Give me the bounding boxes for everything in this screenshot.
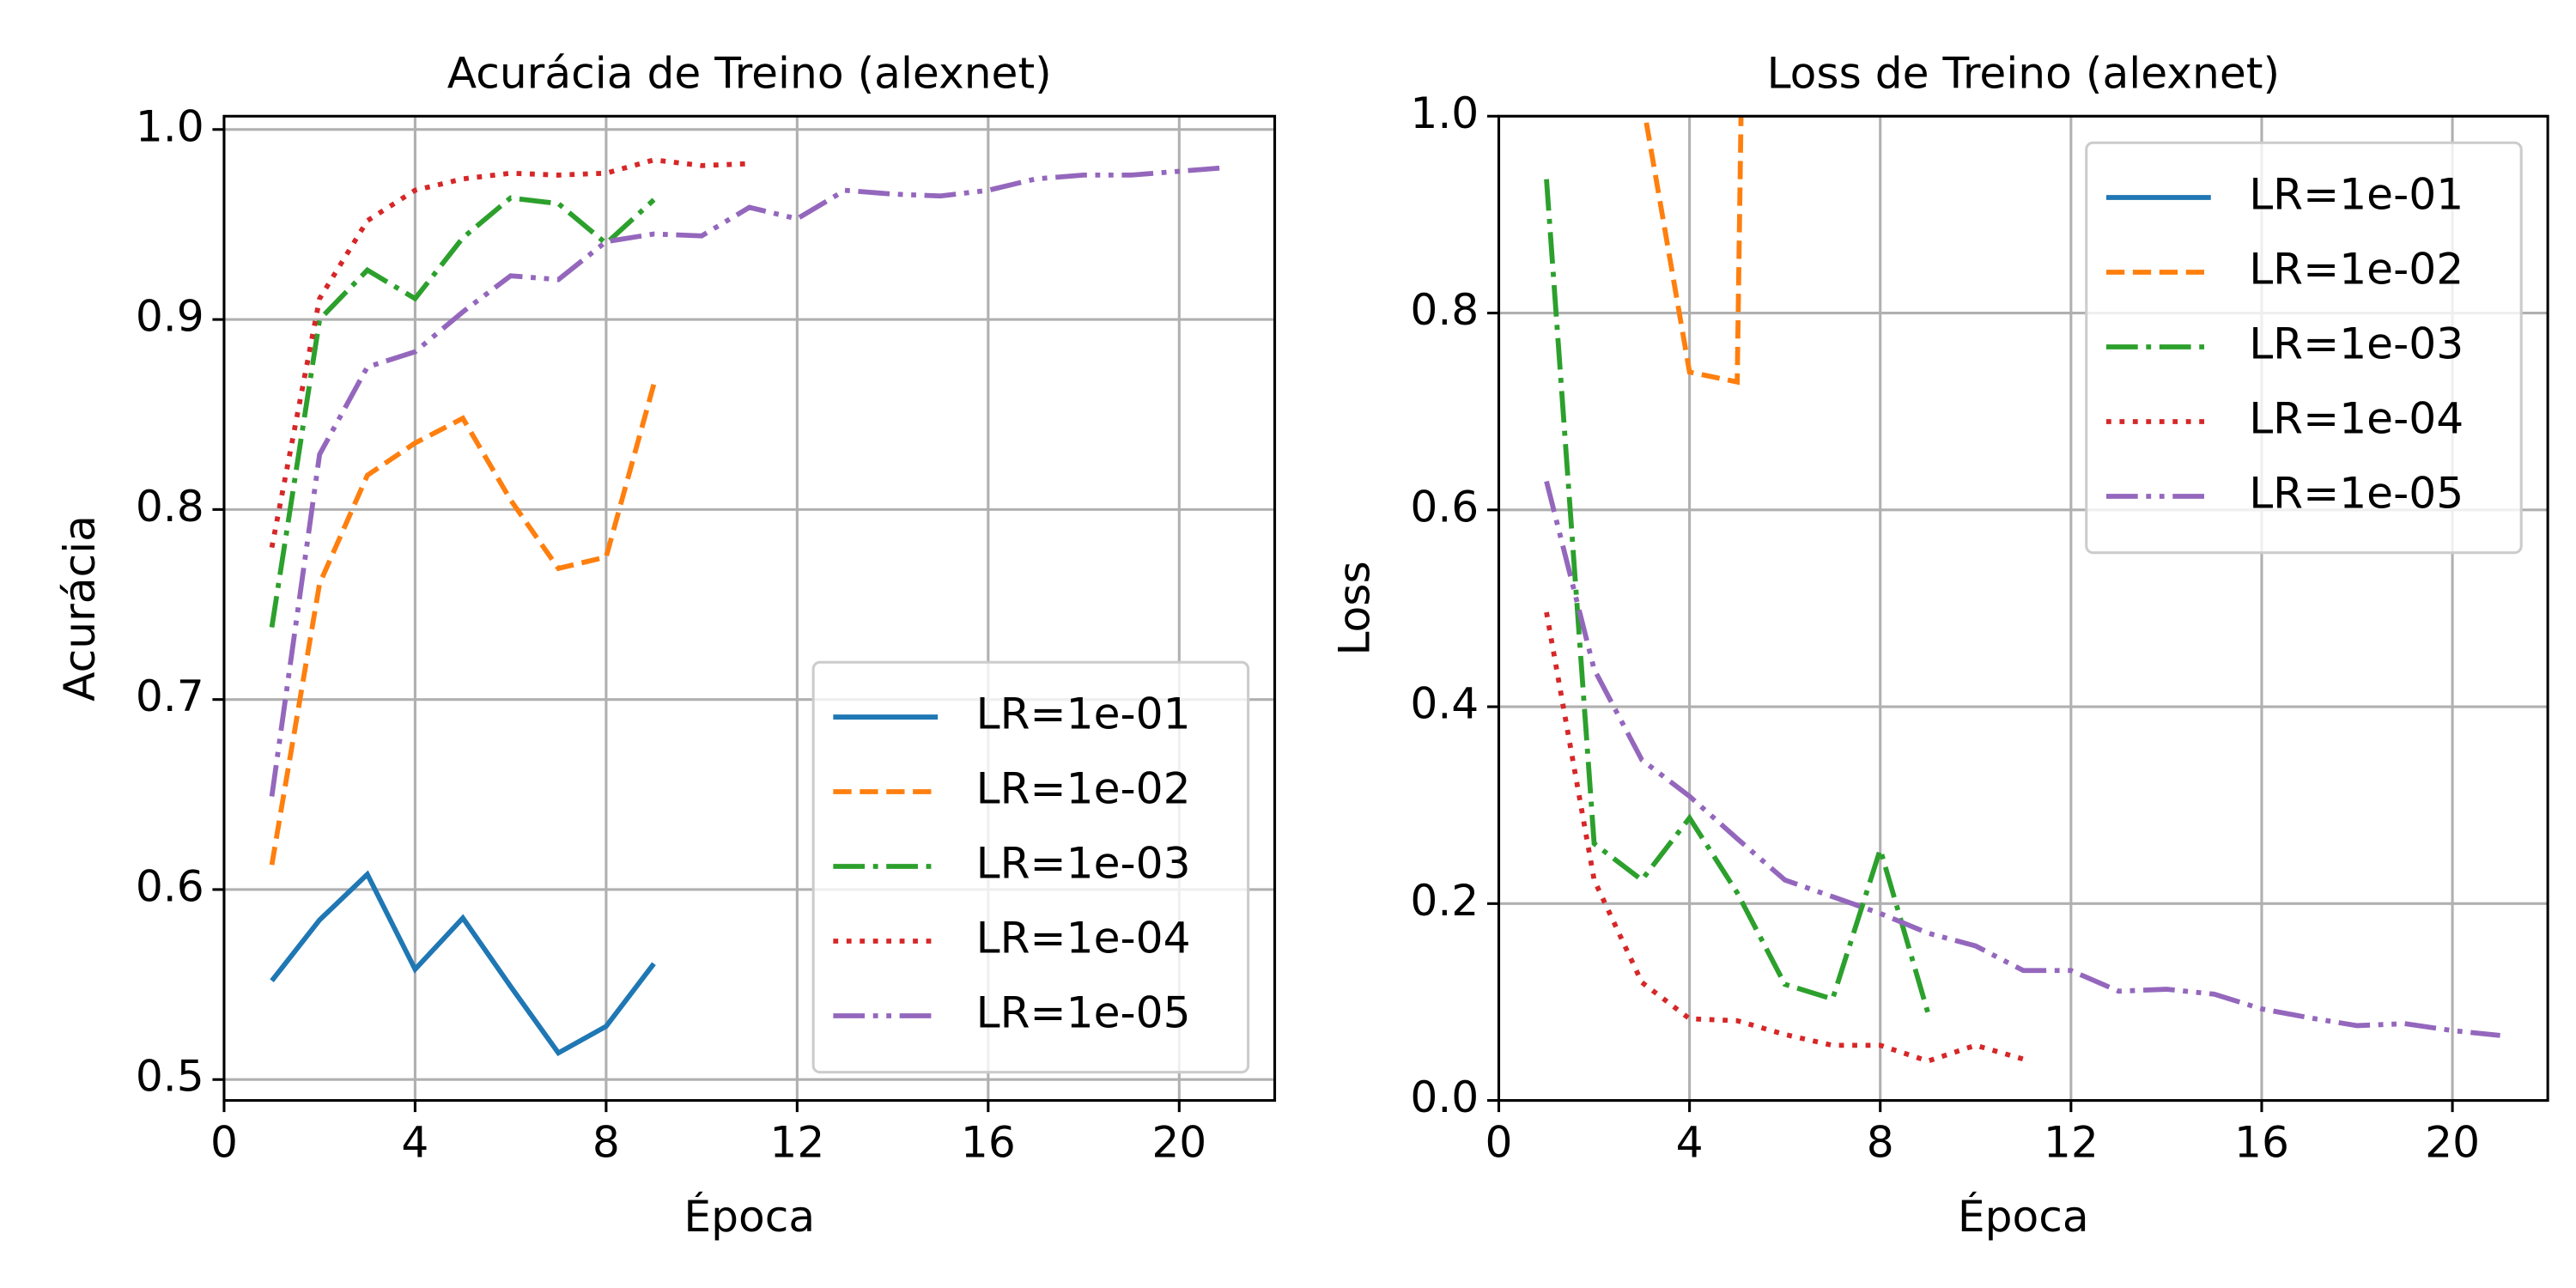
y-tick-label: 0.5 — [136, 1051, 204, 1102]
y-tick-label: 0.4 — [1410, 678, 1479, 729]
y-tick-label: 0.2 — [1410, 875, 1479, 926]
chart-title: Acurácia de Treino (alexnet) — [447, 47, 1052, 98]
legend-box — [2085, 141, 2523, 555]
legend-label: LR=1e-05 — [2249, 467, 2464, 518]
axes: Loss de Treino (alexnet) Época Loss 0 4 8 12 16… — [1329, 47, 2549, 1242]
legend-label: LR=1e-02 — [976, 763, 1191, 814]
legend-label: LR=1e-03 — [976, 838, 1191, 889]
legend-label: LR=1e-05 — [976, 987, 1191, 1037]
x-tick-label: 4 — [401, 1116, 428, 1167]
x-tick-label: 20 — [2425, 1116, 2480, 1167]
axes-frame — [222, 114, 1277, 1103]
y-tick-label: 1.0 — [1410, 88, 1479, 138]
legend-label: LR=1e-02 — [2249, 244, 2464, 295]
data-line — [1544, 179, 1931, 1014]
legend-label: LR=1e-03 — [2249, 318, 2464, 368]
legend-label: LR=1e-04 — [976, 913, 1191, 963]
y-tick-label: 0.6 — [1410, 481, 1479, 532]
x-tick-label: 4 — [1676, 1116, 1704, 1167]
lines — [1544, 116, 2500, 1064]
x-tick-label: 0 — [1485, 1116, 1512, 1167]
data-line — [1544, 480, 2500, 1038]
data-line — [269, 165, 1228, 797]
y-tick-label: 0.8 — [1410, 284, 1479, 335]
x-axis-label: Época — [683, 1191, 815, 1242]
y-axis-label: Loss — [1329, 561, 1380, 655]
data-line — [1643, 116, 1744, 386]
x-tick-label: 0 — [210, 1116, 238, 1167]
x-tick-label: 20 — [1151, 1116, 1206, 1167]
legend-label: LR=1e-01 — [976, 689, 1191, 739]
x-tick-label: 16 — [2234, 1116, 2289, 1167]
y-tick-label: 0.8 — [136, 481, 204, 532]
x-tick-label: 12 — [2044, 1116, 2099, 1167]
lines — [269, 157, 1228, 1057]
x-tick-label: 8 — [1867, 1116, 1894, 1167]
data-line — [269, 383, 657, 866]
legend-box — [811, 660, 1250, 1074]
data-line — [1544, 611, 2025, 1064]
data-line — [269, 195, 656, 629]
y-tick-label: 1.0 — [136, 100, 204, 151]
x-tick-label: 12 — [769, 1116, 824, 1167]
axes-frame — [1497, 114, 2549, 1103]
x-tick-label: 8 — [592, 1116, 620, 1167]
y-tick-label: 0.0 — [1410, 1072, 1479, 1122]
x-tick-label: 16 — [961, 1116, 1016, 1167]
chart-title: Loss de Treino (alexnet) — [1767, 47, 2280, 98]
y-tick-label: 0.6 — [136, 860, 204, 911]
x-axis-label: Época — [1958, 1191, 2089, 1242]
y-axis-label: Acurácia — [54, 515, 105, 702]
y-tick-label: 0.9 — [136, 291, 204, 342]
axes: Acurácia de Treino (alexnet) Época Acuráci… — [54, 47, 1277, 1242]
y-tick-label: 0.7 — [136, 671, 204, 721]
data-line — [269, 157, 750, 549]
data-line — [270, 870, 656, 1057]
legend-label: LR=1e-04 — [2249, 392, 2464, 443]
legend-label: LR=1e-01 — [2249, 169, 2464, 220]
